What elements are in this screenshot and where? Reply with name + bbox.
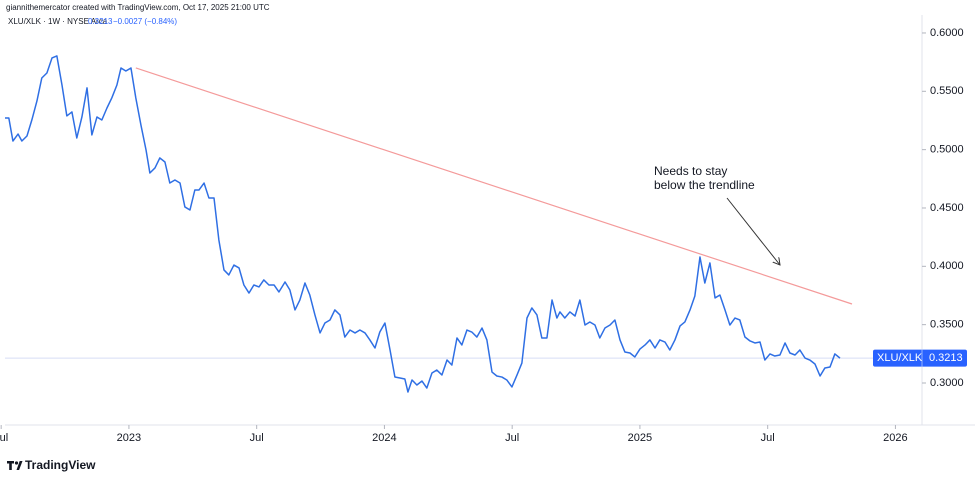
trendline — [135, 67, 853, 305]
annotation: Needs to stay — [654, 164, 727, 178]
y-tick-label: 0.3500 — [930, 319, 964, 331]
annotation-arrow — [726, 197, 780, 265]
y-tick-label: 0.3000 — [930, 377, 964, 389]
annotation: below the trendline — [654, 178, 755, 192]
x-tick-label: Jul — [0, 432, 8, 444]
x-tick-label: 2023 — [117, 432, 141, 444]
x-tick-label: 2025 — [628, 432, 652, 444]
price-label-name: XLU/XLK — [877, 352, 923, 364]
y-tick-label: 0.4000 — [930, 260, 964, 272]
x-tick-label: Jul — [761, 432, 775, 444]
x-tick-label: 2024 — [372, 432, 396, 444]
logo — [7, 461, 23, 470]
credit: giannithemercator created with TradingVi… — [6, 3, 270, 12]
price-label-value: 0.3213 — [929, 352, 963, 364]
x-tick-label: 2026 — [883, 432, 907, 444]
y-tick-label: 0.6000 — [930, 27, 964, 39]
brand: TradingView — [25, 458, 96, 472]
series-line — [5, 55, 841, 393]
x-tick-label: Jul — [505, 432, 519, 444]
price-label-box — [873, 349, 967, 367]
legend-last: 0.3213 — [88, 17, 113, 26]
x-tick-label: Jul — [250, 432, 264, 444]
y-tick-label: 0.5500 — [930, 85, 964, 97]
y-tick-label: 0.4500 — [930, 202, 964, 214]
legend-change: −0.0027 (−0.84%) — [113, 17, 177, 26]
plot — [5, 55, 922, 393]
y-tick-label: 0.5000 — [930, 144, 964, 156]
legend-symbol: XLU/XLK · 1W · NYSE Arca — [8, 17, 108, 26]
